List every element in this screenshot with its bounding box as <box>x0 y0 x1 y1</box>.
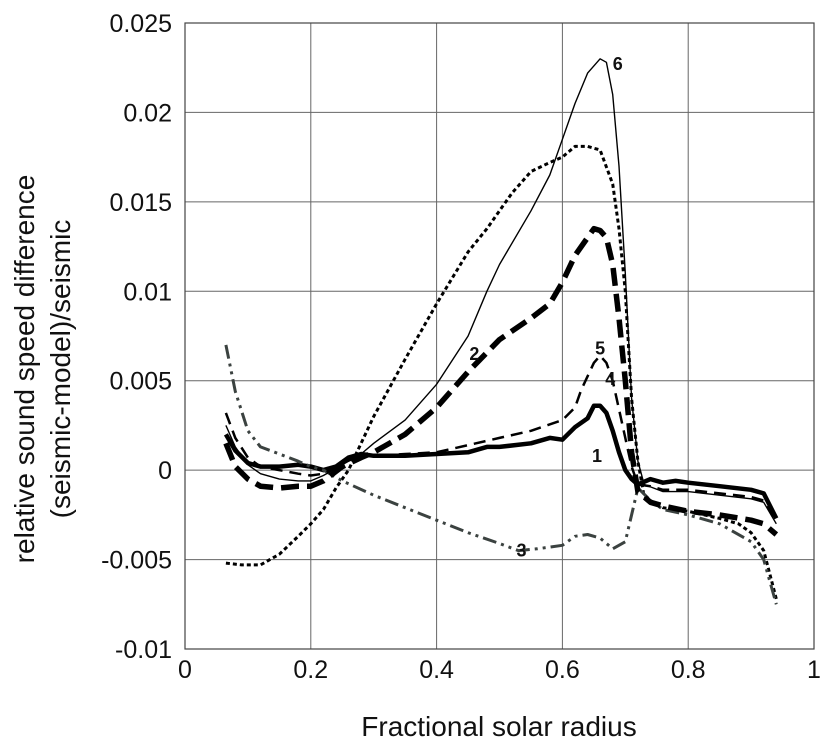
series-3-label: 3 <box>517 541 527 561</box>
series-1-line <box>223 403 779 520</box>
series-layer <box>223 58 779 605</box>
y-tick-labels: -0.01 -0.005 0 0.005 0.01 0.015 0.02 0.025 <box>101 10 172 664</box>
series-1-label: 1 <box>592 446 602 466</box>
x-tick-label: 0.2 <box>293 656 328 684</box>
series-6-line <box>225 58 777 525</box>
y-tick-label: -0.01 <box>115 636 172 664</box>
series-4-label: 4 <box>605 369 615 389</box>
y-tick-label: 0.02 <box>123 99 172 127</box>
y-axis-title-line-1: relative sound speed difference <box>9 175 40 564</box>
x-tick-label: 1 <box>807 656 821 684</box>
grid-layer <box>184 22 815 650</box>
x-axis-title: Fractional solar radius <box>361 711 636 742</box>
series-5-label: 5 <box>595 339 605 359</box>
x-tick-label: 0.8 <box>671 656 706 684</box>
y-tick-label: 0.01 <box>123 278 172 306</box>
y-axis-title-line-2: (seismic-model)/seismic <box>45 220 76 519</box>
plot-frame <box>184 22 815 650</box>
x-tick-label: 0.6 <box>545 656 580 684</box>
series-3-line <box>224 344 778 605</box>
series-2-line <box>225 144 778 600</box>
x-tick-label: 0.4 <box>419 656 454 684</box>
x-tick-labels: 0 0.2 0.4 0.6 0.8 1 <box>178 656 821 684</box>
y-tick-label: 0 <box>158 457 172 485</box>
series-5-line <box>224 354 778 523</box>
series-4-line <box>223 225 779 537</box>
series-6-label: 6 <box>613 54 623 74</box>
y-tick-label: 0.025 <box>109 10 172 38</box>
y-tick-label: 0.005 <box>109 368 172 396</box>
series-labels-layer: 1 2 3 45 6 <box>469 54 622 560</box>
y-tick-label: 0.015 <box>109 189 172 217</box>
x-tick-label: 0 <box>178 656 192 684</box>
y-tick-label: -0.005 <box>101 547 172 575</box>
series-2-label: 2 <box>469 344 479 364</box>
